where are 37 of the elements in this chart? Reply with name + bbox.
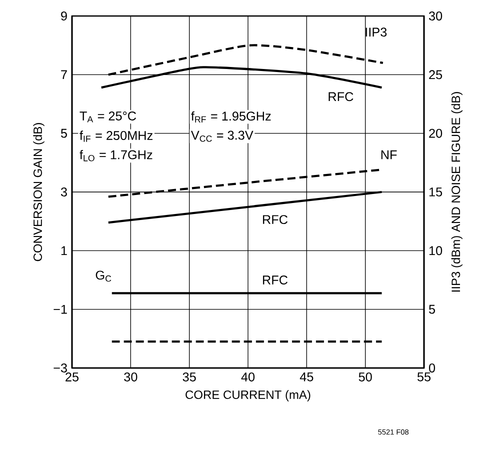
annotation: RFC — [328, 92, 354, 102]
x-axis-title: CORE CURRENT (mA) — [186, 390, 310, 402]
y-tick-label: 5 — [60, 128, 67, 138]
line-series — [107, 44, 384, 76]
annotation: f$_{LO}$ = 1.7GHz — [80, 150, 152, 162]
y-tick-label: 3 — [60, 188, 67, 196]
y2-tick-label: 0 — [428, 364, 436, 372]
y2-tick-label: 20 — [429, 128, 442, 138]
y-axis-title: CONVERSION GAIN (dB) — [33, 123, 44, 262]
x-tick-label: 25 — [66, 372, 79, 382]
annotation: f$_{IF}$ = 250MHz — [80, 130, 152, 142]
x-tick-label: 35 — [182, 372, 196, 382]
y2-axis-title: IIP3 (dBm) AND NOISE FIGURE (dB) — [451, 92, 462, 292]
annotation: f$_{RF}$ = 1.95GHz — [191, 111, 271, 122]
annotation: RFC — [263, 276, 288, 284]
y2-tick-label: 25 — [429, 70, 442, 80]
x-tick-label: 55 — [417, 372, 431, 382]
y2-tick-label: 10 — [429, 246, 442, 256]
annotation: RFC — [263, 215, 288, 224]
y-tick-label: 9 — [61, 12, 67, 20]
y-tick-label: 1 — [61, 246, 67, 256]
y2-tick-label: 15 — [429, 188, 442, 196]
y2-tick-label: 5 — [428, 304, 436, 314]
y-tick-label: −3 — [54, 364, 67, 372]
annotation: T$_{A}$ = 25°C — [80, 111, 136, 122]
x-tick-label: 45 — [300, 372, 314, 382]
annotation: G$_{C}$ — [96, 270, 112, 282]
x-tick-label: 50 — [358, 372, 372, 382]
y-tick-label: 7 — [61, 70, 67, 80]
y2-tick-label: 30 — [428, 12, 442, 20]
y-tick-label: −1 — [54, 304, 67, 314]
x-tick-label: 40 — [241, 372, 255, 382]
x-tick-label: 30 — [124, 372, 138, 382]
annotation: NF — [381, 150, 397, 160]
line-series — [100, 66, 383, 89]
annotation: IIP3 — [366, 28, 387, 37]
annotation: V$_{CC}$ = 3.3V — [191, 130, 254, 142]
